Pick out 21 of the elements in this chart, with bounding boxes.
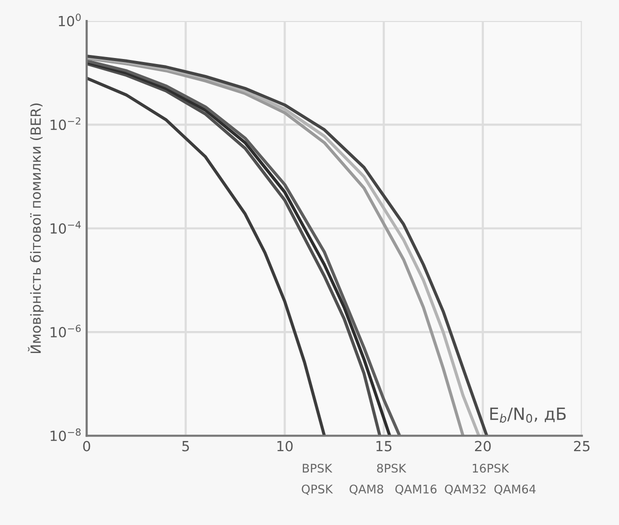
x-tick-label: 5 (182, 441, 189, 452)
text: QAM8 (350, 484, 384, 495)
x-tick-label: 15 (376, 441, 392, 452)
y-axis-title: Ймовірність бітової помилки (BER) (28, 104, 44, 354)
text: QAM32 (444, 484, 486, 495)
y-tick-label: 10$^{0}$ (58, 14, 81, 26)
text: QAM64 (494, 484, 536, 495)
y-tick-label: 10$^{−6}$ (50, 324, 81, 338)
x-axis-title: E$_{b}$/N$_{0}$, дБ (490, 408, 566, 423)
x-tick-label: 10 (277, 440, 293, 452)
y-tick-label: 10$^{−4}$ (50, 221, 81, 234)
x-tick-label: 25 (574, 440, 590, 452)
text: 16PSK (472, 464, 510, 473)
x-tick-label: 20 (475, 440, 491, 452)
text: QPSK (302, 484, 333, 495)
text: 8PSK (377, 464, 406, 473)
text: BPSK (302, 464, 332, 473)
y-tick-label: 10$^{−2}$ (50, 117, 80, 130)
y-tick-label: 10$^{−8}$ (50, 428, 81, 442)
text: QAM16 (395, 484, 437, 495)
x-tick-label: 0 (83, 440, 90, 452)
